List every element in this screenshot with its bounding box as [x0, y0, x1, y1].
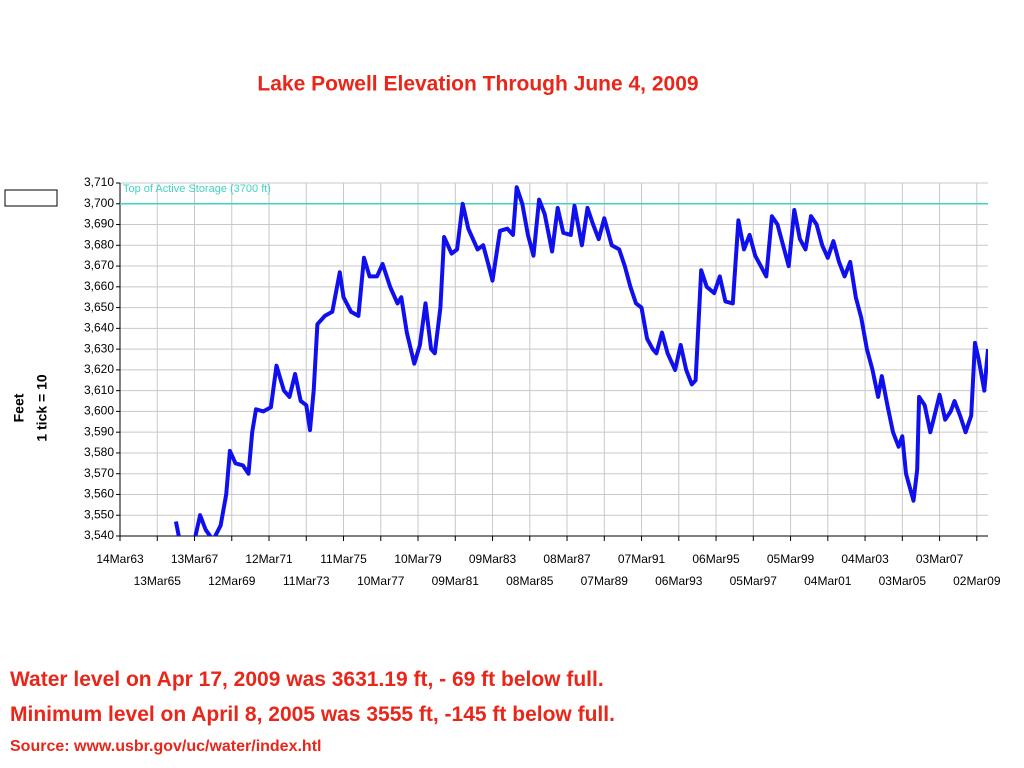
- x-tick-label: 05Mar99: [767, 552, 815, 566]
- chart: Lake Powell Elevation Through June 4, 20…: [4, 73, 1001, 588]
- x-tick-label: 08Mar85: [506, 574, 554, 588]
- x-tick-label: 06Mar95: [692, 552, 740, 566]
- x-tick-label: 10Mar77: [357, 574, 405, 588]
- series: [173, 185, 988, 536]
- y-tick-label: 3,540: [84, 528, 114, 542]
- x-tick-label: 08Mar87: [543, 552, 591, 566]
- y-axis-label: Feet: [11, 393, 27, 422]
- x-tick-label: 04Mar03: [841, 552, 889, 566]
- source-note: Source: www.usbr.gov/uc/water/index.htl: [10, 738, 322, 755]
- x-tick-label: 12Mar71: [245, 552, 293, 566]
- data-line: [173, 185, 988, 536]
- x-tick-label: 06Mar93: [655, 574, 703, 588]
- y-axis-sublabel: 1 tick = 10: [34, 374, 50, 442]
- y-tick-label: 3,650: [84, 300, 114, 314]
- y-tick-label: 3,700: [84, 196, 114, 210]
- y-tick-label: 3,610: [84, 383, 114, 397]
- x-tick-label: 13Mar67: [171, 552, 219, 566]
- note: Minimum level on April 8, 2005 was 3555 …: [10, 703, 615, 726]
- x-tick-label: 14Mar63: [96, 552, 144, 566]
- y-tick-label: 3,600: [84, 404, 114, 418]
- x-tick-label: 03Mar07: [916, 552, 964, 566]
- x-tick-label: 07Mar91: [618, 552, 666, 566]
- y-tick-label: 3,590: [84, 424, 114, 438]
- x-tick-label: 03Mar05: [879, 574, 927, 588]
- y-tick-label: 3,630: [84, 341, 114, 355]
- chart-title: Lake Powell Elevation Through June 4, 20…: [257, 73, 698, 96]
- x-tick-label: 04Mar01: [804, 574, 852, 588]
- y-tick-label: 3,660: [84, 279, 114, 293]
- x-tick-label: 10Mar79: [394, 552, 442, 566]
- y-tick-label: 3,550: [84, 507, 114, 521]
- y-tick-label: 3,580: [84, 445, 114, 459]
- x-tick-label: 09Mar83: [469, 552, 517, 566]
- legend-box: [4, 189, 58, 207]
- y-tick-label: 3,620: [84, 362, 114, 376]
- x-tick-label: 11Mar73: [283, 574, 330, 588]
- y-tick-label: 3,570: [84, 466, 114, 480]
- x-tick-label: 02Mar09: [953, 574, 1001, 588]
- x-tick-label: 05Mar97: [730, 574, 778, 588]
- y-tick-label: 3,710: [84, 175, 114, 189]
- y-tick-label: 3,670: [84, 258, 114, 272]
- y-tick-label: 3,690: [84, 217, 114, 231]
- x-tick-label: 07Mar89: [581, 574, 629, 588]
- note: Water level on Apr 17, 2009 was 3631.19 …: [10, 668, 604, 691]
- x-tick-label: 13Mar65: [134, 574, 182, 588]
- y-tick-label: 3,640: [84, 321, 114, 335]
- x-tick-label: 09Mar81: [432, 574, 480, 588]
- y-tick-label: 3,560: [84, 487, 114, 501]
- x-tick-label: 12Mar69: [208, 574, 256, 588]
- y-tick-label: 3,680: [84, 237, 114, 251]
- x-tick-label: 11Mar75: [320, 552, 367, 566]
- annotation: Top of Active Storage (3700 ft): [123, 183, 271, 195]
